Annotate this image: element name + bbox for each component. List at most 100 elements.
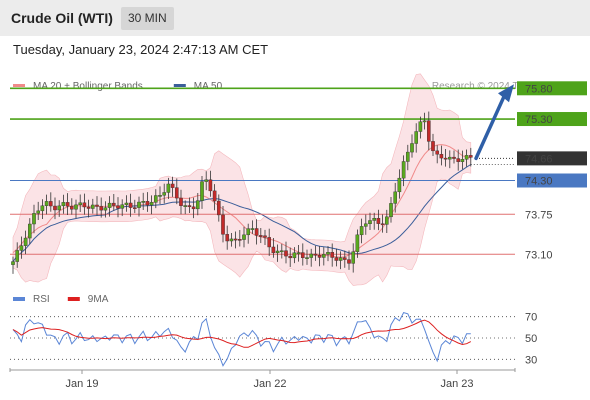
- chart-header: Crude Oil (WTI) 30 MIN: [0, 0, 590, 36]
- candle-body: [120, 204, 124, 209]
- candle-body: [435, 150, 440, 155]
- candle-body: [229, 238, 234, 242]
- x-tick-label-0: Jan 19: [65, 378, 98, 390]
- rsi-ma-line: [12, 319, 472, 348]
- candle-body: [216, 200, 221, 216]
- candle-body: [259, 235, 263, 237]
- candle-body: [90, 204, 95, 209]
- candle-body: [343, 257, 347, 260]
- candle-body: [57, 205, 61, 211]
- rsi-legend-label-0: RSI: [33, 294, 50, 305]
- candle-body: [116, 205, 120, 209]
- candle-body: [254, 228, 259, 236]
- candle-body: [246, 228, 251, 236]
- candle-body: [69, 206, 74, 210]
- candle-body: [237, 239, 242, 241]
- candle-body: [267, 237, 272, 248]
- candle-body: [221, 214, 225, 235]
- candle-body: [427, 120, 431, 142]
- candle-body: [338, 257, 343, 261]
- candle-body: [368, 220, 372, 225]
- candle-body: [393, 191, 398, 204]
- candle-body: [284, 250, 288, 257]
- candle-body: [322, 254, 326, 258]
- level-tag-1: [517, 112, 587, 127]
- legend-swatch-1: [173, 84, 186, 87]
- candle-body: [78, 202, 82, 206]
- rsi-legend-swatch-1: [67, 297, 80, 301]
- candle-body: [275, 250, 280, 254]
- candle-body: [225, 234, 230, 242]
- candle-body: [351, 251, 356, 264]
- candle-body: [406, 151, 410, 162]
- candle-body: [86, 206, 91, 209]
- candle-body: [460, 159, 465, 162]
- candle-body: [40, 205, 45, 212]
- candle-body: [141, 201, 146, 203]
- candle-body: [212, 190, 217, 202]
- legend-label-0: MA 20 + Bollinger Bands: [33, 81, 143, 92]
- candle-body: [124, 202, 129, 205]
- level-tag-label-0: 75.80: [525, 83, 553, 95]
- candle-body: [44, 201, 49, 206]
- candle-body: [153, 195, 158, 203]
- candle-body: [15, 250, 20, 262]
- candle-body: [174, 187, 179, 199]
- candle-body: [111, 202, 116, 206]
- candle-body: [132, 207, 137, 209]
- rsi-legend-label-1: 9MA: [88, 294, 109, 305]
- candle-body: [149, 202, 154, 206]
- chart-credit: Research © 2024 Trading Central: [432, 81, 581, 92]
- bollinger-band: [12, 73, 472, 286]
- level-label-5: 73.10: [525, 249, 553, 261]
- candle-body: [49, 201, 53, 207]
- candle-body: [162, 192, 167, 196]
- chart-datetime: Tuesday, January 23, 2024 2:47:13 AM CET: [13, 42, 269, 57]
- rsi-tick-1: 50: [525, 333, 537, 345]
- candle-body: [242, 234, 246, 240]
- timeframe-badge[interactable]: 30 MIN: [121, 7, 174, 30]
- legend-swatch-0: [13, 84, 25, 87]
- candle-body: [191, 206, 196, 210]
- candle-body: [61, 202, 66, 207]
- candle-body: [23, 237, 28, 246]
- candle-body: [422, 120, 427, 123]
- candle-body: [288, 255, 293, 259]
- candle-body: [170, 183, 175, 188]
- level-tag-label-1: 75.30: [525, 114, 553, 126]
- candle-body: [233, 238, 238, 241]
- candle-body: [376, 218, 381, 224]
- candle-body: [208, 179, 213, 192]
- rsi-legend-swatch-0: [13, 297, 25, 301]
- candle-body: [200, 181, 204, 201]
- candle-body: [389, 203, 393, 218]
- candle-body: [301, 252, 305, 259]
- x-tick-label-1: Jan 22: [253, 378, 286, 390]
- candle-body: [28, 223, 32, 239]
- candle-body: [65, 202, 70, 207]
- candle-body: [183, 205, 188, 207]
- candle-body: [418, 121, 423, 132]
- candle-body: [317, 255, 322, 258]
- candle-body: [271, 246, 276, 254]
- candle-body: [36, 210, 40, 214]
- candle-body: [137, 201, 141, 208]
- candle-body: [296, 252, 301, 255]
- level-tag-label-3: 74.30: [525, 176, 553, 188]
- candle-body: [347, 259, 351, 264]
- instrument-title: Crude Oil (WTI): [11, 10, 113, 26]
- level-tag-2: [517, 151, 587, 166]
- candle-body: [414, 131, 419, 144]
- candle-body: [305, 257, 309, 259]
- candle-body: [359, 226, 364, 236]
- candle-body: [82, 202, 87, 208]
- candle-body: [401, 161, 406, 179]
- candle-body: [158, 195, 162, 197]
- candle-body: [280, 250, 284, 253]
- candle-body: [74, 204, 78, 210]
- candle-body: [326, 252, 330, 255]
- candle-body: [469, 155, 473, 158]
- candle-body: [385, 216, 389, 225]
- candle-body: [372, 218, 377, 221]
